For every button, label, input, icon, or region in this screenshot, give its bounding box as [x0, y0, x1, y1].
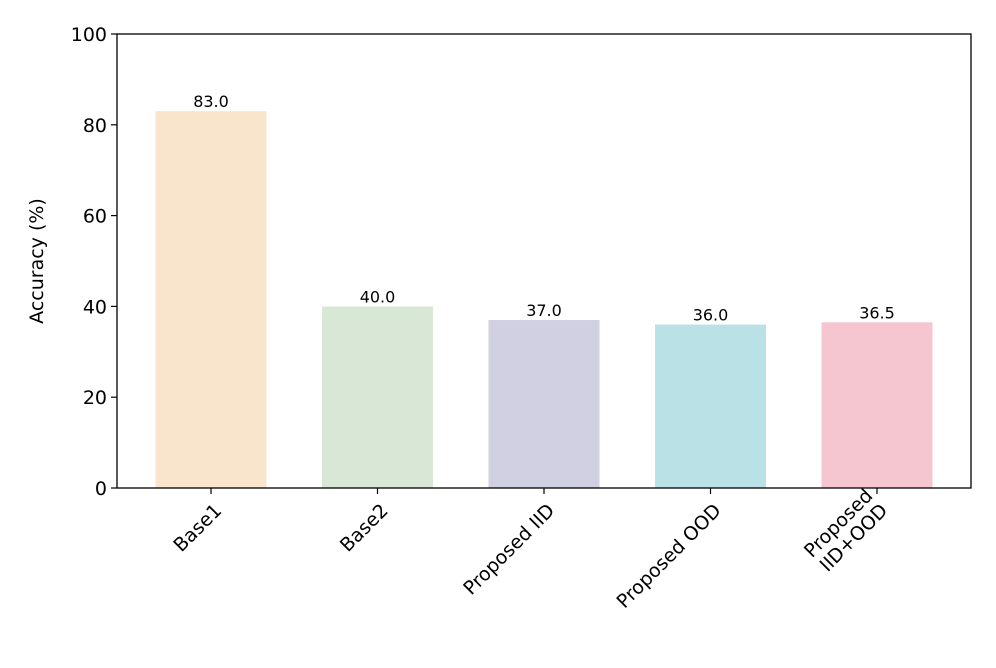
bar — [655, 324, 766, 488]
bar — [322, 306, 433, 488]
x-tick-label: Base2 — [336, 500, 393, 557]
svg-text:Base1: Base1 — [169, 500, 226, 557]
y-tick-label: 100 — [71, 24, 107, 46]
bar — [488, 320, 600, 488]
svg-text:Proposed OOD: Proposed OOD — [613, 500, 726, 613]
y-tick-label: 0 — [95, 478, 107, 500]
y-tick-label: 40 — [83, 296, 107, 318]
data-label: 36.5 — [859, 303, 895, 322]
x-tick-label: Proposed OOD — [613, 500, 726, 613]
x-tick-label: Base1 — [169, 500, 226, 557]
svg-text:Proposed IID: Proposed IID — [459, 500, 559, 600]
data-label: 83.0 — [193, 92, 229, 111]
x-tick-label: Proposed IID — [459, 500, 559, 600]
y-tick-label: 80 — [83, 115, 107, 137]
data-label: 36.0 — [693, 306, 729, 325]
y-tick-label: 20 — [83, 387, 107, 409]
y-tick-label: 60 — [83, 206, 107, 228]
bar — [821, 322, 933, 488]
data-label: 40.0 — [360, 287, 396, 306]
bar — [155, 111, 267, 489]
svg-text:Base2: Base2 — [336, 500, 393, 557]
data-label: 37.0 — [526, 301, 562, 320]
axes-frame — [116, 33, 972, 489]
y-axis-label: Accuracy (%) — [26, 198, 48, 324]
